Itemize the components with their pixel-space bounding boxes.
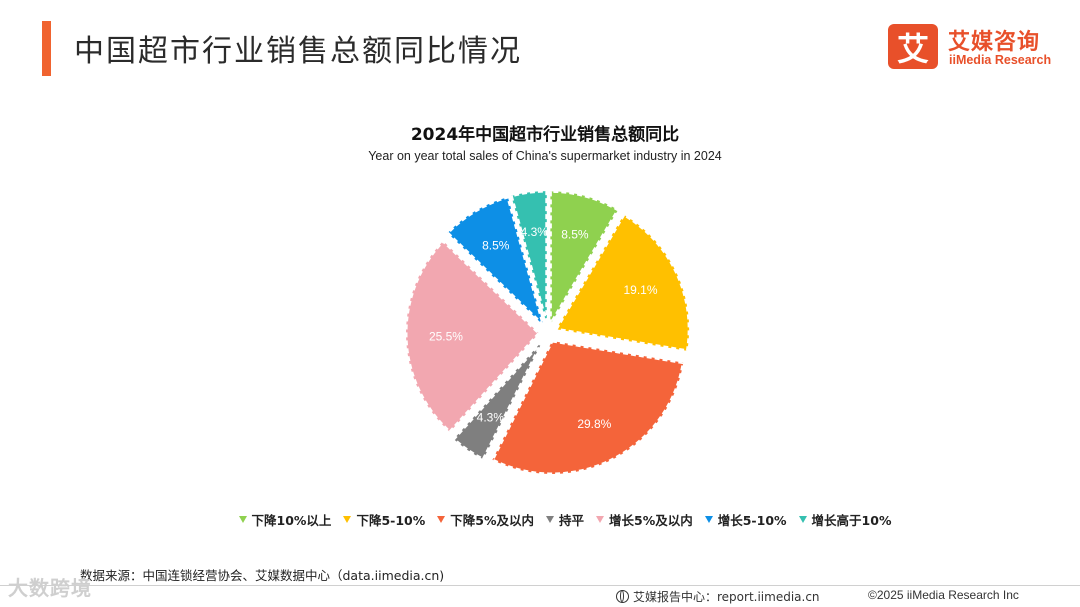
data-source-note: 数据来源：中国连锁经营协会、艾媒数据中心（data.iimedia.cn) — [80, 568, 445, 583]
legend-label: 增长5%及以内 — [609, 513, 693, 528]
logo-name-en: iiMedia Research — [949, 53, 1052, 67]
footer-report-text: 艾媒报告中心：report.iimedia.cn — [633, 590, 820, 604]
legend-label: 增长高于10% — [811, 513, 892, 528]
legend-swatch-icon — [596, 516, 604, 523]
pie-slice-label: 8.5% — [482, 238, 510, 252]
legend-label: 下降5-10% — [356, 513, 426, 528]
globe-icon — [616, 590, 629, 603]
pie-slice — [451, 339, 545, 462]
legend-swatch-icon — [437, 516, 446, 523]
pie-slice-label: 29.8% — [577, 417, 611, 431]
page-title: 中国超市行业销售总额同比情况 — [74, 34, 522, 69]
pie-slice — [509, 189, 549, 325]
logo-name-cn: 艾媒咨询 — [948, 30, 1041, 55]
footer-divider — [0, 585, 1080, 586]
footer-copyright: ©2025 iiMedia Research Inc — [868, 588, 1019, 602]
legend-item: 持平 — [545, 510, 584, 529]
legend-item: 下降10%以上 — [238, 510, 332, 529]
legend-label: 下降10%以上 — [251, 513, 332, 528]
legend-label: 持平 — [558, 513, 584, 528]
pie-slice-label: 8.5% — [561, 228, 589, 242]
pie-slice-label: 4.3% — [521, 225, 549, 239]
watermark: 大数跨境 — [8, 576, 92, 600]
legend-swatch-icon — [545, 516, 554, 523]
legend-item: 增长5-10% — [704, 510, 787, 529]
legend-item: 增长高于10% — [798, 510, 892, 529]
pie-slice — [490, 339, 686, 476]
legend-swatch-icon — [704, 516, 713, 523]
pie-slice — [548, 189, 621, 330]
legend-item: 增长5%及以内 — [596, 510, 693, 529]
legend-swatch-icon — [238, 516, 247, 523]
pie-slice — [404, 238, 542, 435]
chart-subtitle: Year on year total sales of China's supe… — [368, 149, 722, 163]
brand-logo: 艾 艾媒咨询 iiMedia Research — [888, 24, 1068, 72]
logo-mark-icon: 艾 — [888, 24, 938, 69]
pie-slice-label: 4.3% — [477, 410, 505, 424]
pie-slice-label: 25.5% — [429, 330, 463, 344]
legend-label: 下降5%及以内 — [450, 513, 534, 528]
chart-title: 2024年中国超市行业销售总额同比 — [410, 125, 680, 145]
legend-label: 增长5-10% — [717, 513, 787, 528]
legend-item: 下降5-10% — [343, 510, 425, 529]
legend-item: 下降5%及以内 — [437, 510, 534, 529]
pie-slice — [553, 212, 691, 353]
title-accent-bar — [42, 21, 51, 76]
pie-slice — [445, 195, 547, 331]
pie-slice-label: 19.1% — [624, 283, 658, 297]
chart-legend: 下降10%以上 下降5-10% 下降5%及以内 持平 增长5%及以内 增长5-10% 增长高… — [0, 510, 1080, 529]
legend-swatch-icon — [343, 516, 352, 523]
legend-swatch-icon — [798, 516, 807, 523]
footer-report-link[interactable]: 艾媒报告中心：report.iimedia.cn — [616, 588, 820, 605]
